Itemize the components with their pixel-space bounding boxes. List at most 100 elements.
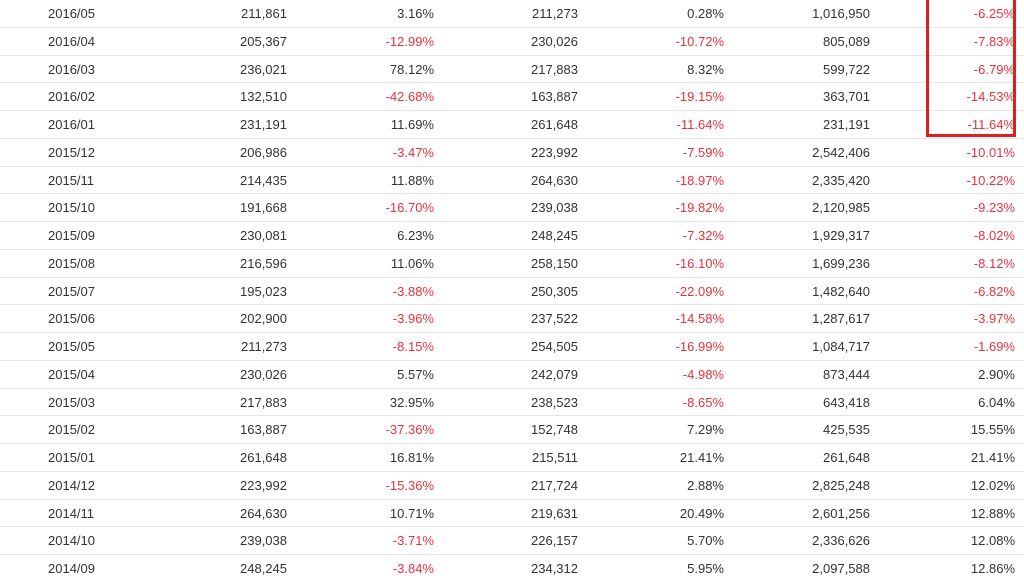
value-cell: 217,724 [531,477,578,493]
table-row: 2015/03 217,883 32.95% 238,523 -8.65% 643,418… [0,389,1024,417]
cumulative-cell: 2,542,406 [812,144,870,160]
value-cell: 217,883 [531,61,578,77]
value-cell: 195,023 [240,283,287,299]
cumulative-cell: 2,825,248 [812,477,870,493]
percent-cell: -3.71% [392,533,434,549]
percent-cell: -10.01% [966,144,1015,160]
percent-cell: 8.32% [687,61,724,77]
value-cell: 230,081 [240,228,287,243]
percent-cell: 6.23% [397,228,434,243]
value-cell: 163,887 [531,89,578,105]
percent-cell: 12.86% [970,561,1015,576]
percent-cell: -37.36% [385,422,434,438]
value-cell: 248,245 [531,228,578,243]
percent-cell: -3.47% [392,144,434,160]
percent-cell: 5.57% [397,366,434,382]
percent-cell: -11.64% [967,117,1015,132]
month-cell: 2015/01 [48,450,95,465]
cumulative-cell: 2,601,256 [812,505,870,521]
cumulative-cell: 599,722 [823,61,870,77]
percent-cell: -9.23% [973,200,1015,216]
percent-cell: -10.22% [966,172,1015,188]
value-cell: 264,630 [240,505,287,521]
cumulative-cell: 643,418 [823,394,870,410]
percent-cell: -12.99% [385,33,434,49]
value-cell: 205,367 [240,33,287,49]
percent-cell: -6.79% [973,61,1015,77]
table-row: 2015/08 216,596 11.06% 258,150 -16.10% 1,699,… [0,250,1024,278]
percent-cell: 20.49% [679,505,724,521]
percent-cell: -1.69% [973,339,1015,354]
percent-cell: -6.82% [973,283,1015,299]
percent-cell: 12.02% [970,477,1015,493]
value-cell: 223,992 [240,477,287,493]
month-cell: 2015/09 [48,228,95,243]
cumulative-cell: 1,084,717 [812,339,870,354]
cumulative-cell: 1,482,640 [812,283,870,299]
table-row: 2015/04 230,026 5.57% 242,079 -4.98% 873,444 2… [0,361,1024,389]
percent-cell: 6.04% [978,394,1015,410]
cumulative-cell: 2,120,985 [812,200,870,216]
percent-cell: -18.97% [675,172,724,188]
percent-cell: -19.15% [675,89,724,105]
value-cell: 254,505 [531,339,578,354]
cumulative-cell: 1,929,317 [812,228,870,243]
percent-cell: 5.95% [687,561,724,576]
cumulative-cell: 363,701 [823,89,870,105]
percent-cell: 16.81% [389,450,434,465]
month-cell: 2015/02 [48,422,95,438]
percent-cell: 11.69% [390,117,434,132]
percent-cell: 5.70% [687,533,724,549]
cumulative-cell: 425,535 [823,422,870,438]
value-cell: 152,748 [531,422,578,438]
percent-cell: 11.88% [390,172,434,188]
table-row: 2016/02 132,510 -42.68% 163,887 -19.15% 363,7… [0,83,1024,111]
value-cell: 202,900 [240,311,287,327]
percent-cell: 2.88% [687,477,724,493]
percent-cell: 10.71% [389,505,434,521]
percent-cell: 0.28% [687,6,724,21]
percent-cell: -15.36% [385,477,434,493]
percent-cell: -16.70% [385,200,434,216]
percent-cell: 15.55% [970,422,1015,438]
table-row: 2015/11 214,435 11.88% 264,630 -18.97% 2,335,… [0,167,1024,195]
percent-cell: 7.29% [687,422,724,438]
value-cell: 206,986 [240,144,287,160]
value-cell: 163,887 [240,422,287,438]
month-cell: 2016/03 [48,61,95,77]
value-cell: 211,273 [531,6,578,21]
value-cell: 217,883 [240,394,287,410]
value-cell: 191,668 [240,200,287,216]
percent-cell: -42.68% [385,89,434,105]
value-cell: 234,312 [531,561,578,576]
cumulative-cell: 2,335,420 [812,172,870,188]
value-cell: 214,435 [240,172,287,188]
table-row: 2015/10 191,668 -16.70% 239,038 -19.82% 2,120… [0,194,1024,222]
cumulative-cell: 873,444 [823,366,870,382]
month-cell: 2016/04 [48,33,95,49]
percent-cell: 2.90% [978,366,1015,382]
percent-cell: 12.08% [970,533,1015,549]
percent-cell: -6.25% [973,6,1015,21]
value-cell: 211,273 [240,339,287,354]
table-row: 2015/09 230,081 6.23% 248,245 -7.32% 1,929,31… [0,222,1024,250]
month-cell: 2016/01 [48,117,95,132]
percent-cell: 3.16% [397,6,434,21]
table-row: 2015/12 206,986 -3.47% 223,992 -7.59% 2,542,4… [0,139,1024,167]
percent-cell: -7.59% [682,144,724,160]
month-cell: 2015/10 [48,200,95,216]
value-cell: 264,630 [531,172,578,188]
percent-cell: -3.88% [392,283,434,299]
month-cell: 2015/03 [48,394,95,410]
percent-cell: -7.83% [973,33,1015,49]
table-row: 2015/02 163,887 -37.36% 152,748 7.29% 425,535… [0,416,1024,444]
month-cell: 2016/05 [48,6,95,21]
table-row: 2014/12 223,992 -15.36% 217,724 2.88% 2,825,2… [0,472,1024,500]
cumulative-cell: 231,191 [823,117,870,132]
month-cell: 2014/12 [48,477,95,493]
month-cell: 2015/07 [48,283,95,299]
percent-cell: 78.12% [389,61,434,77]
percent-cell: 21.41% [970,450,1015,465]
value-cell: 230,026 [240,366,287,382]
